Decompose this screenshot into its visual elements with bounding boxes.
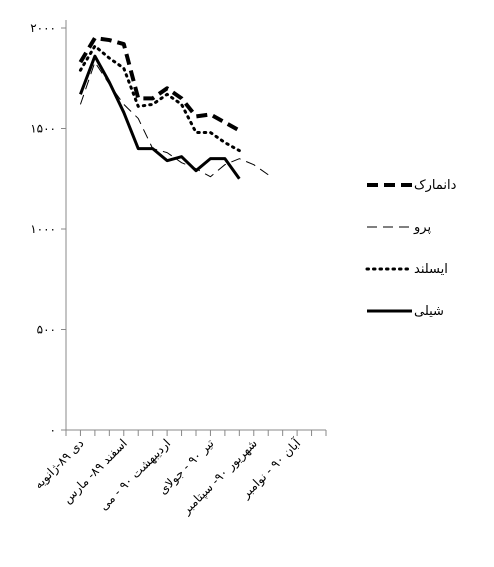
series-line <box>79 54 241 180</box>
y-tick-label: ۱۵۰۰ <box>30 122 56 136</box>
y-tick-label: ۱۰۰۰ <box>30 222 56 236</box>
legend-label: ایسلند <box>414 262 448 277</box>
x-tick-label: شهریور ۹۰- سپتامبر <box>179 436 261 518</box>
y-tick-label: ۲۰۰۰ <box>30 21 56 35</box>
series-line <box>79 61 269 178</box>
legend-label: شیلی <box>414 304 444 319</box>
legend-label: دانمارک <box>414 178 457 193</box>
legend-label: پرو <box>413 220 431 235</box>
y-tick-label: ۵۰۰ <box>37 323 56 337</box>
series-line <box>78 36 241 133</box>
series-line <box>78 44 241 153</box>
y-tick-label: ۰ <box>50 423 56 437</box>
